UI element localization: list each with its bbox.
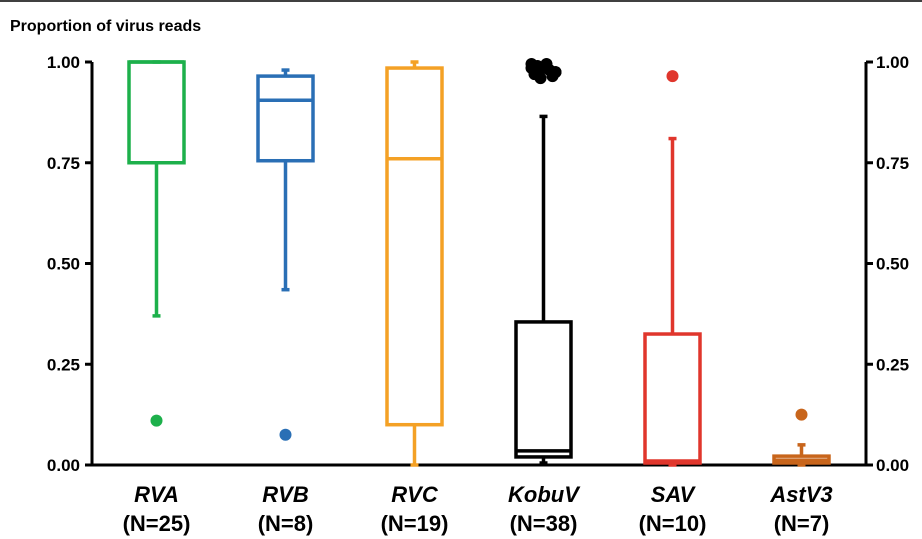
outlier-point — [534, 72, 547, 85]
category-name: AstV3 — [769, 482, 832, 507]
y-tick-label-right: 0.75 — [876, 154, 909, 173]
category-name: RVB — [262, 482, 309, 507]
axes: 0.00 0.00 0.25 0.25 0.50 0.50 0.75 0.75 1.00 1.00 — [47, 53, 909, 475]
box-iqr — [643, 332, 702, 465]
category-labels: RVA (N=25) RVB (N=8) RVC (N=19) KobuV (N=38) SAV… — [123, 482, 833, 536]
box-series — [127, 58, 831, 467]
box-iqr — [385, 66, 444, 427]
category-name: SAV — [651, 482, 697, 507]
box-rva — [127, 60, 186, 427]
y-tick-label-right: 1.00 — [876, 53, 909, 72]
category-name: KobuV — [508, 482, 581, 507]
y-tick-label-left: 0.75 — [47, 154, 80, 173]
outlier-point — [525, 62, 538, 75]
box-astv3 — [772, 408, 831, 467]
outlier-point — [666, 70, 679, 83]
y-tick-label-right: 0.25 — [876, 355, 909, 374]
category-count: (N=19) — [381, 511, 449, 536]
y-tick-label-left: 1.00 — [47, 53, 80, 72]
outlier-point — [150, 414, 163, 427]
category-count: (N=25) — [123, 511, 191, 536]
category-name: RVC — [391, 482, 439, 507]
y-tick-label-left: 0.50 — [47, 255, 80, 274]
chart-title: Proportion of virus reads — [10, 18, 201, 35]
box-iqr — [514, 320, 573, 459]
box-rvb — [256, 68, 315, 441]
box-iqr — [127, 60, 186, 165]
outlier-point — [549, 66, 562, 79]
category-count: (N=7) — [774, 511, 830, 536]
outlier-point — [279, 428, 292, 441]
category-name: RVA — [134, 482, 179, 507]
box-iqr — [256, 74, 315, 163]
category-count: (N=10) — [639, 511, 707, 536]
category-count: (N=8) — [258, 511, 314, 536]
y-tick-label-right: 0.50 — [876, 255, 909, 274]
y-tick-label-left: 0.00 — [47, 456, 80, 475]
box-sav — [643, 70, 702, 467]
y-tick-label-right: 0.00 — [876, 456, 909, 475]
box-kobuv — [514, 58, 573, 465]
category-count: (N=38) — [510, 511, 578, 536]
outlier-point — [540, 58, 553, 71]
outlier-point — [795, 408, 808, 421]
box-rvc — [385, 60, 444, 467]
y-tick-label-left: 0.25 — [47, 355, 80, 374]
